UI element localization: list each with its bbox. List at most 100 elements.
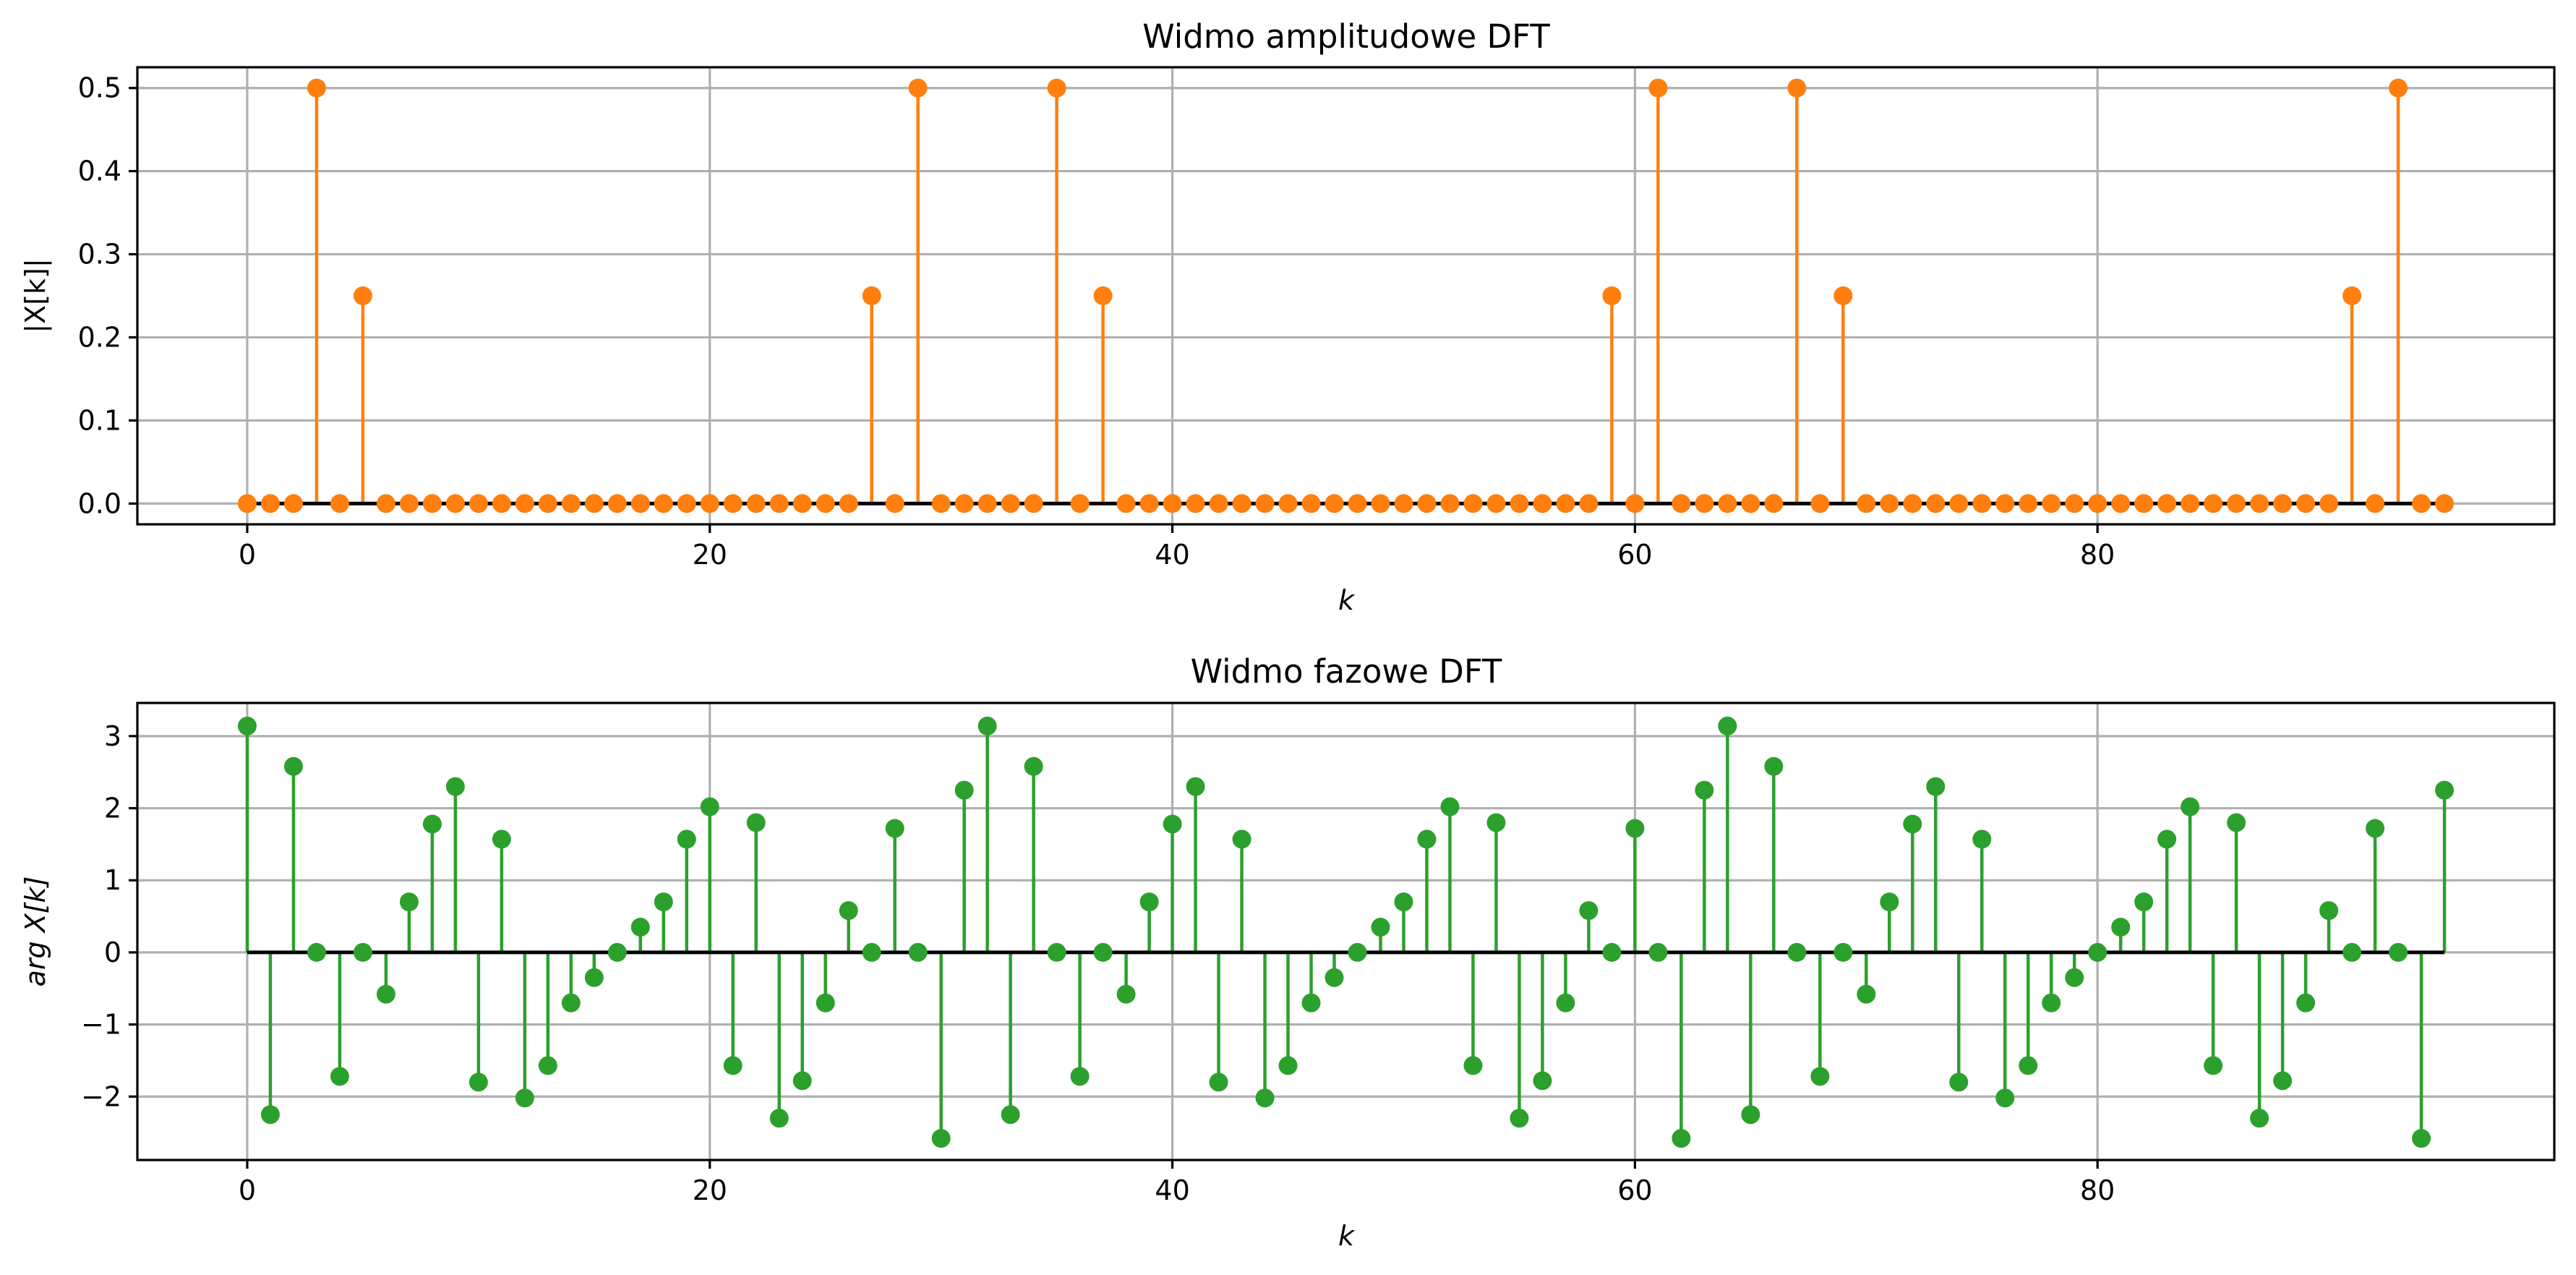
- amplitude-ytick-label: 0.3: [78, 239, 121, 270]
- phase-stem-marker: [2227, 813, 2246, 832]
- phase-ytick-label: −1: [81, 1009, 121, 1041]
- phase-stem-marker: [1047, 942, 1066, 962]
- phase-stem-marker: [1001, 1105, 1020, 1125]
- phase-stem-marker: [1625, 819, 1645, 838]
- phase-stem-marker: [1371, 918, 1390, 937]
- phase-stem-marker: [2181, 797, 2200, 816]
- amplitude-ytick-label: 0.5: [78, 72, 121, 104]
- amplitude-stem-marker: [1510, 494, 1529, 513]
- amplitude-stem-marker: [1880, 494, 1899, 513]
- phase-ytick-label: −2: [81, 1080, 121, 1112]
- amplitude-xtick-label: 40: [1155, 539, 1189, 571]
- phase-stem-marker: [1301, 993, 1321, 1012]
- amplitude-stem-marker: [769, 494, 789, 513]
- amplitude-stem-marker: [399, 494, 419, 513]
- phase-stem-marker: [1880, 892, 1899, 912]
- amplitude-stem-marker: [1209, 494, 1228, 513]
- amplitude-stem-marker: [1463, 494, 1483, 513]
- phase-ytick-label: 0: [104, 937, 121, 968]
- amplitude-stem-marker: [1163, 494, 1182, 513]
- phase-stem-marker: [1209, 1073, 1228, 1092]
- phase-stem-marker: [1972, 830, 1992, 849]
- phase-stem-marker: [908, 942, 928, 962]
- phase-stem-marker: [1510, 1109, 1529, 1128]
- phase-stem-marker: [607, 942, 627, 962]
- amplitude-stem-marker: [1325, 494, 1344, 513]
- phase-stem-marker: [630, 918, 650, 937]
- amplitude-stem-marker: [1024, 494, 1043, 513]
- phase-yticks: −2 −1 0 1 2 3: [81, 720, 137, 1112]
- phase-stem-marker: [931, 1129, 951, 1148]
- phase-stem-marker: [1764, 756, 1784, 776]
- amplitude-xticks: 0 20 40 60 80: [239, 524, 2115, 571]
- phase-stem-marker: [1394, 892, 1413, 912]
- amplitude-stem-marker: [1741, 494, 1760, 513]
- amplitude-stem-marker: [1417, 494, 1437, 513]
- amplitude-stem-marker: [2435, 494, 2455, 513]
- amplitude-stem-marker: [1857, 494, 1876, 513]
- phase-stem-marker: [2412, 1129, 2431, 1148]
- amplitude-stem-marker: [1001, 494, 1020, 513]
- amplitude-stem-marker: [1833, 286, 1853, 305]
- phase-stem-marker: [2342, 942, 2362, 962]
- phase-stem-marker: [977, 716, 997, 735]
- phase-stem-marker: [1024, 756, 1043, 776]
- amplitude-stem-marker: [2111, 494, 2131, 513]
- phase-stem-marker: [399, 892, 419, 912]
- phase-stem-marker: [2389, 942, 2408, 962]
- amplitude-xtick-label: 80: [2080, 539, 2115, 571]
- phase-stem-marker: [723, 1056, 743, 1075]
- amplitude-stem-marker: [468, 494, 488, 513]
- amplitude-stem-marker: [422, 494, 442, 513]
- phase-stems: [237, 716, 2455, 1148]
- amplitude-gridlines: [137, 67, 2554, 524]
- phase-stem-marker: [1579, 901, 1599, 921]
- amplitude-stem-marker: [2065, 494, 2084, 513]
- phase-stem-marker: [1139, 892, 1159, 912]
- amplitude-stem-marker: [2273, 494, 2293, 513]
- phase-stem-marker: [1486, 813, 1506, 832]
- phase-stem-marker: [1949, 1073, 1969, 1092]
- phase-xtick-label: 40: [1155, 1174, 1189, 1206]
- amplitude-stem-marker: [746, 494, 766, 513]
- phase-stem-marker: [1163, 814, 1182, 834]
- phase-stem-marker: [2042, 993, 2061, 1012]
- amplitude-stem-marker: [1070, 494, 1090, 513]
- amplitude-stem-marker: [1371, 494, 1390, 513]
- phase-stem-marker: [816, 993, 835, 1012]
- amplitude-stem-marker: [1186, 494, 1205, 513]
- phase-xtick-label: 20: [693, 1174, 727, 1206]
- amplitude-stem-marker: [1139, 494, 1159, 513]
- amplitude-axes-frame: [136, 66, 2556, 526]
- phase-stem-marker: [1186, 777, 1205, 796]
- phase-stem-marker: [2366, 819, 2385, 838]
- phase-stem-marker: [1116, 984, 1136, 1004]
- amplitude-stem-marker: [1116, 494, 1136, 513]
- phase-stem-marker: [307, 942, 326, 962]
- amplitude-stem-marker: [1301, 494, 1321, 513]
- amplitude-stems: [237, 78, 2455, 513]
- amplitude-stem-marker: [2250, 494, 2269, 513]
- phase-stem-marker: [1695, 780, 1714, 800]
- phase-stem-marker: [2065, 968, 2084, 987]
- phase-stem-marker: [654, 892, 673, 912]
- phase-stem-marker: [885, 819, 904, 838]
- amplitude-stem-marker: [885, 494, 904, 513]
- amplitude-stem-marker: [260, 494, 280, 513]
- phase-stem-marker: [1325, 968, 1344, 987]
- phase-stem-marker: [1995, 1088, 2015, 1108]
- amplitude-stem-marker: [2181, 494, 2200, 513]
- amplitude-stem-marker: [1579, 494, 1599, 513]
- amplitude-stem-marker: [1232, 494, 1251, 513]
- amplitude-stem-marker: [677, 494, 696, 513]
- amplitude-stem-marker: [1903, 494, 1922, 513]
- amplitude-stem-marker: [330, 494, 349, 513]
- amplitude-stem-marker: [2296, 494, 2316, 513]
- amplitude-stem-marker: [1972, 494, 1992, 513]
- amplitude-stem-marker: [538, 494, 557, 513]
- phase-stem-marker: [1926, 777, 1946, 796]
- amplitude-stem-marker: [1695, 494, 1714, 513]
- amplitude-stem-marker: [654, 494, 673, 513]
- phase-stem-marker: [1787, 942, 1807, 962]
- amplitude-stem-marker: [1764, 494, 1784, 513]
